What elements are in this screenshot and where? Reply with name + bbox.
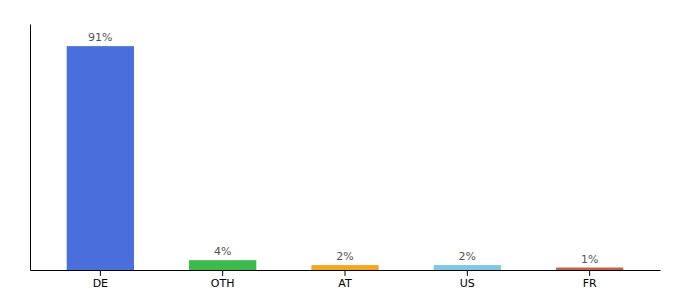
x-tick: FR xyxy=(583,270,597,290)
x-tick-label: US xyxy=(460,277,475,290)
x-tick-mark xyxy=(589,270,590,276)
x-tick: OTH xyxy=(211,270,235,290)
chart-container: DE OTH AT US FR 91% 4% 2% 2% 1% xyxy=(0,0,680,300)
x-tick-label: AT xyxy=(338,277,352,290)
data-label: 1% xyxy=(581,253,598,266)
chart-svg: DE OTH AT US FR 91% 4% 2% 2% 1% xyxy=(0,0,680,300)
data-label: 4% xyxy=(214,245,231,258)
x-tick-mark xyxy=(467,270,468,276)
x-tick: DE xyxy=(93,270,108,290)
x-tick-mark xyxy=(222,270,223,276)
bar xyxy=(189,260,256,270)
x-tick-mark xyxy=(100,270,101,276)
y-axis xyxy=(30,25,31,271)
x-tick: AT xyxy=(338,270,352,290)
data-label: 2% xyxy=(336,250,353,263)
x-tick-label: FR xyxy=(583,277,597,290)
bar xyxy=(67,46,134,270)
plot-area: DE OTH AT US FR 91% 4% 2% 2% 1% xyxy=(31,25,661,290)
data-label: 91% xyxy=(88,31,112,44)
bar xyxy=(556,268,623,270)
x-tick-mark xyxy=(345,270,346,276)
bars xyxy=(67,46,624,270)
data-label: 2% xyxy=(459,250,476,263)
x-axis: DE OTH AT US FR xyxy=(31,270,661,290)
bar xyxy=(311,265,378,270)
bar xyxy=(434,265,501,270)
x-tick: US xyxy=(460,270,475,290)
x-tick-label: DE xyxy=(93,277,108,290)
y-axis-line xyxy=(30,25,31,271)
x-tick-label: OTH xyxy=(211,277,235,290)
data-labels: 91% 4% 2% 2% 1% xyxy=(88,31,598,265)
